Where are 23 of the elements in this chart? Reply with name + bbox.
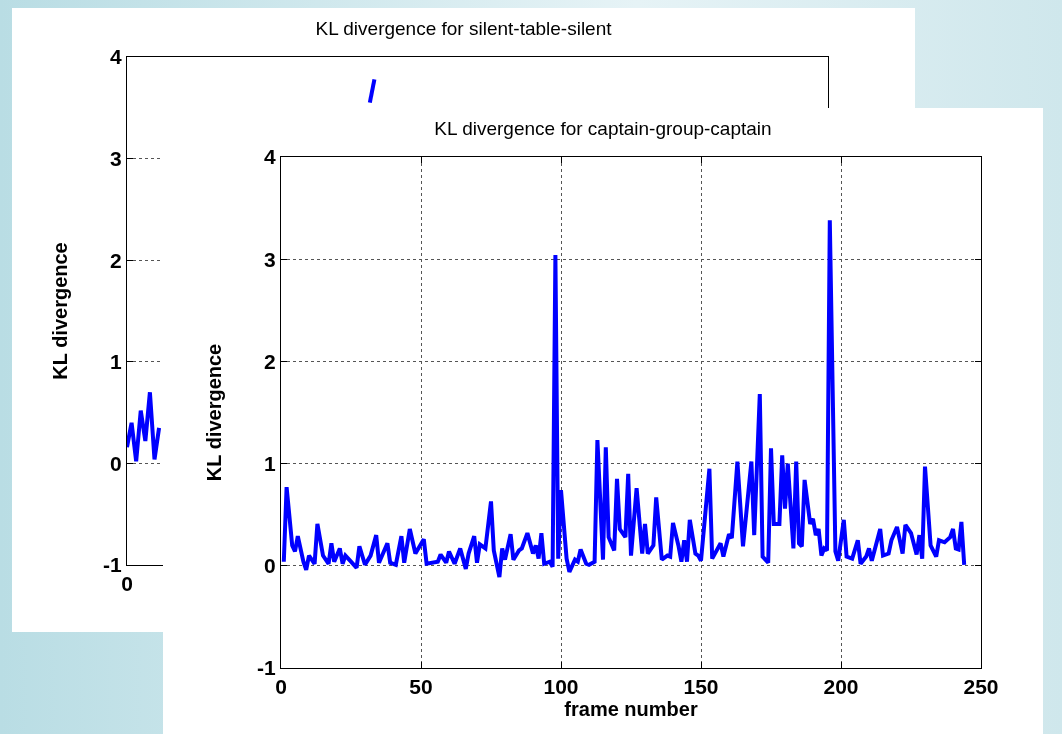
x-tick-label: 250	[963, 675, 999, 699]
x-tick-label: 50	[409, 675, 433, 699]
y-tick-label: 2	[264, 349, 276, 373]
line-series	[281, 218, 967, 580]
y-tick-label: -1	[103, 553, 123, 577]
x-tick-label: 150	[683, 675, 719, 699]
y-tick-label: 2	[110, 248, 122, 272]
y-tick-label: 0	[264, 554, 276, 578]
x-tick-label: 100	[543, 675, 579, 699]
y-axis-title: KL divergence	[48, 242, 71, 380]
x-axis-title: frame number	[564, 698, 698, 721]
y-tick-label: 4	[264, 145, 277, 169]
chart-title: KL divergence for captain-group-captain	[434, 118, 772, 140]
y-tick-label: 3	[110, 146, 122, 170]
y-tick-label: 3	[264, 247, 276, 271]
y-tick-label: -1	[257, 656, 277, 680]
y-tick-label: 1	[110, 350, 123, 374]
chart-title: KL divergence for silent-table-silent	[315, 18, 613, 40]
y-tick-label: 4	[110, 45, 123, 69]
y-tick-label: 0	[110, 451, 122, 475]
x-tick-label: 200	[823, 675, 859, 699]
y-axis-title: KL divergence	[202, 343, 225, 482]
y-tick-label: 1	[264, 451, 277, 475]
